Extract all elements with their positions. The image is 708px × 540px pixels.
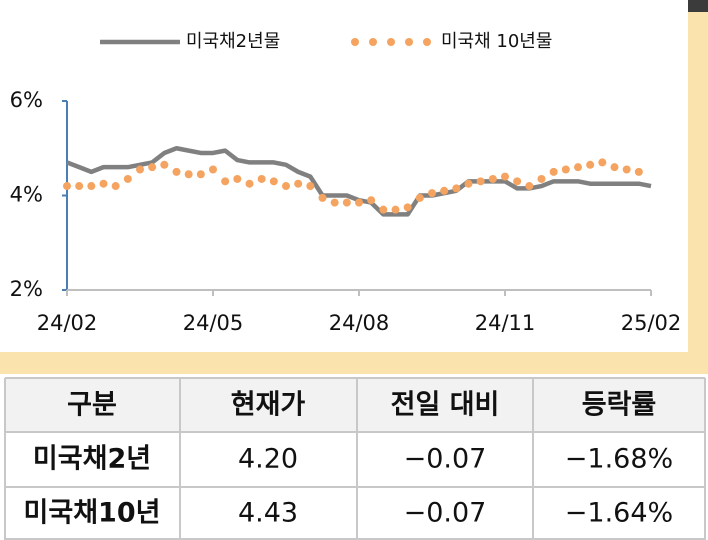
data-dot (209, 165, 217, 174)
data-dot (123, 174, 132, 183)
table-cell: −0.07 (404, 498, 487, 529)
table-header-cell: 등락률 (582, 390, 657, 421)
x-tick-label: 24/02 (37, 311, 98, 335)
data-dot (172, 167, 181, 176)
data-dot (367, 196, 376, 205)
table-row-header: 미국채2년 (33, 444, 151, 475)
data-dot (561, 165, 570, 174)
legend-dot (405, 38, 413, 46)
data-dot (294, 179, 303, 188)
data-dot (160, 160, 169, 169)
legend-label: 미국채2년물 (186, 31, 280, 52)
data-dot (245, 179, 254, 188)
table-header-cell: 현재가 (231, 390, 306, 421)
corner-block (688, 0, 708, 12)
frame-bottom (0, 352, 708, 374)
data-dot (379, 205, 388, 214)
table-cell: −0.07 (404, 444, 487, 475)
y-tick-label: 6% (10, 88, 43, 112)
table-cell: 4.20 (238, 444, 298, 475)
data-dot (464, 179, 473, 188)
data-dot (610, 163, 619, 172)
data-dot (233, 174, 242, 183)
data-dot (306, 182, 315, 191)
data-dot (63, 182, 71, 191)
data-dot (257, 174, 266, 183)
data-dot (342, 198, 351, 207)
legend-label: 미국채 10년물 (441, 31, 552, 52)
data-dot (282, 182, 290, 191)
data-dot (136, 165, 144, 174)
data-dot (148, 163, 157, 172)
data-dot (537, 174, 546, 183)
data-dot (440, 186, 449, 195)
data-dot (391, 205, 400, 214)
data-dot (501, 172, 509, 181)
data-dot (99, 179, 108, 188)
data-dot (574, 163, 582, 172)
legend-dot (351, 38, 359, 46)
legend-dot (369, 38, 377, 46)
data-dot (111, 182, 120, 191)
x-tick-label: 24/08 (329, 311, 390, 335)
data-dot (75, 182, 84, 191)
data-dot (355, 198, 363, 207)
table-cell: −1.68% (565, 444, 673, 475)
data-dot (452, 184, 461, 193)
table-header-cell: 구분 (67, 390, 117, 421)
table-header-bg (5, 378, 705, 432)
frame-right (688, 12, 708, 372)
y-tick-label: 2% (10, 277, 43, 301)
data-dot (598, 158, 607, 167)
table-header-cell: 전일 대비 (391, 390, 500, 421)
x-tick-label: 25/02 (621, 311, 682, 335)
data-dot (269, 177, 278, 186)
data-dot (415, 193, 424, 202)
data-dot (586, 160, 595, 169)
data-dot (488, 174, 497, 183)
data-dot (221, 177, 230, 186)
data-dot (330, 198, 339, 207)
x-tick-label: 24/11 (475, 311, 536, 335)
table-grid (4, 377, 706, 540)
data-dot (87, 182, 96, 191)
data-dot (476, 177, 485, 186)
data-dot (428, 189, 436, 198)
data-dot (513, 177, 522, 186)
data-dot (622, 165, 631, 174)
legend-dot (387, 38, 395, 46)
data-dot (196, 170, 205, 179)
data-dot (549, 167, 558, 176)
table-cell: −1.64% (565, 498, 673, 529)
legend-dot (423, 38, 431, 46)
data-dot (525, 182, 534, 191)
data-dot (634, 167, 643, 176)
data-dot (403, 203, 412, 212)
y-tick-label: 4% (10, 183, 43, 207)
x-tick-label: 24/05 (183, 311, 244, 335)
data-dot (184, 170, 193, 179)
data-dot (318, 193, 327, 202)
table-cell: 4.43 (238, 498, 298, 529)
table-row-header: 미국채10년 (24, 498, 161, 529)
